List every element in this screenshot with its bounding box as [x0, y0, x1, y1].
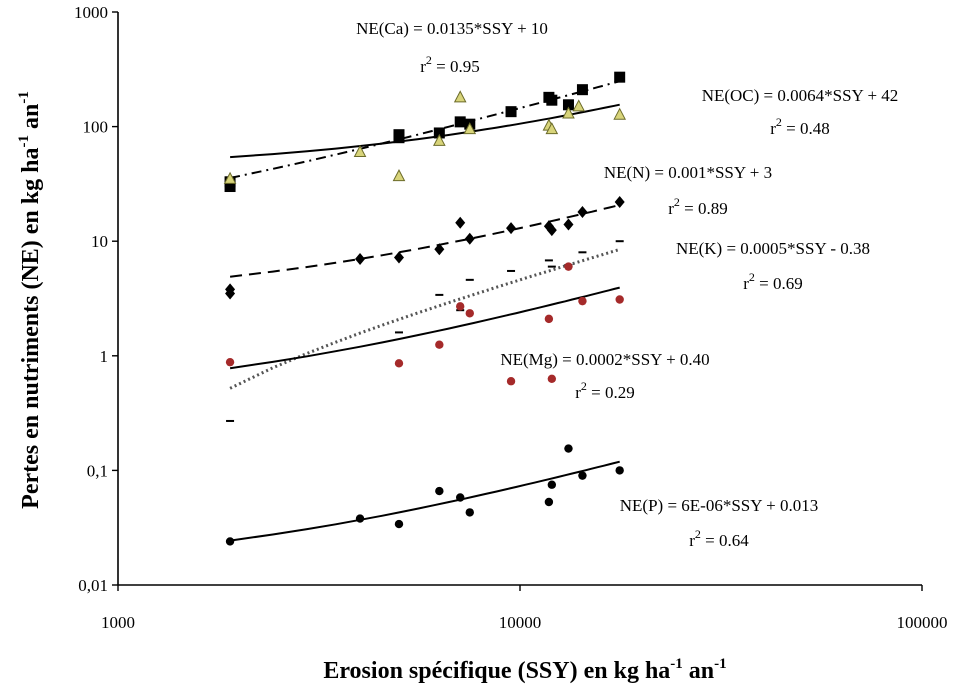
data-point [433, 133, 446, 146]
data-point [547, 265, 556, 268]
data-point [547, 374, 557, 383]
r2-label: r2 = 0.89 [668, 195, 728, 218]
r2-label: r2 = 0.95 [420, 53, 480, 76]
trendline-1 [230, 103, 620, 159]
data-point [562, 106, 575, 119]
data-point [614, 195, 625, 208]
equation-label: NE(Mg) = 0.0002*SSY + 0.40 [500, 350, 709, 369]
data-point [456, 302, 465, 311]
equation-label: NE(N) = 0.001*SSY + 3 [604, 163, 772, 182]
data-point [433, 127, 445, 139]
data-point [454, 116, 466, 128]
data-point [507, 269, 516, 272]
r2-label: r2 = 0.29 [575, 379, 635, 402]
data-point [465, 278, 474, 281]
data-point [355, 252, 366, 265]
equation-label: NE(K) = 0.0005*SSY - 0.38 [676, 239, 870, 258]
data-point [506, 222, 517, 235]
data-point [225, 357, 235, 367]
y-tick-label: 1 [100, 347, 109, 366]
data-point [563, 218, 574, 231]
data-point [564, 262, 573, 271]
data-point [392, 169, 406, 182]
r2-label: r2 = 0.64 [689, 527, 749, 550]
data-point [546, 224, 557, 237]
equation-label: NE(P) = 6E-06*SSY + 0.013 [620, 496, 818, 515]
data-point [564, 444, 573, 453]
data-point [465, 508, 474, 517]
data-point [435, 486, 444, 496]
data-point [505, 106, 517, 118]
data-point [226, 419, 235, 422]
data-point [394, 331, 403, 334]
equation-label: NE(OC) = 0.0064*SSY + 42 [702, 86, 899, 105]
data-point [545, 122, 559, 135]
data-point [577, 205, 588, 218]
x-tick-label: 10000 [499, 613, 542, 632]
data-point [544, 497, 554, 507]
data-point [614, 71, 626, 83]
x-tick-label: 1000 [101, 613, 135, 632]
trendline-layer [229, 80, 621, 542]
y-tick-label: 10 [91, 232, 108, 251]
trendline-5 [229, 460, 620, 542]
data-point [578, 296, 587, 306]
data-point [435, 340, 444, 349]
data-point [506, 377, 516, 386]
points-layer [223, 71, 627, 546]
data-point [393, 132, 405, 144]
data-point [578, 471, 587, 480]
data-point [547, 480, 557, 489]
y-axis-title: Pertes en nutriments (NE) en kg ha-1 an-… [16, 91, 44, 509]
data-point [465, 309, 474, 318]
y-tick-label: 0,1 [87, 461, 108, 480]
ticks-layer: 1000 10000 100000 0,01 0,1 1 10 100 1000 [74, 3, 948, 632]
data-point [456, 493, 465, 502]
y-tick-label: 100 [83, 118, 109, 137]
trendline-4 [229, 286, 620, 370]
data-point [353, 144, 367, 158]
data-point [453, 90, 467, 103]
r2-label: r2 = 0.48 [770, 115, 830, 138]
data-point [464, 232, 475, 245]
data-point [393, 251, 404, 264]
data-point [223, 171, 237, 184]
data-point [562, 99, 574, 111]
trendline-0 [229, 80, 620, 179]
data-point [455, 216, 466, 229]
data-point [615, 466, 624, 475]
x-tick-label: 100000 [897, 613, 948, 632]
data-point [613, 107, 627, 120]
data-point [615, 240, 624, 243]
data-point [546, 94, 558, 106]
data-point [544, 259, 553, 262]
data-point [544, 314, 554, 324]
equation-label: NE(Ca) = 0.0135*SSY + 10 [356, 19, 548, 38]
data-point [394, 519, 404, 529]
data-point [463, 122, 477, 135]
data-point [578, 251, 587, 254]
data-point [576, 84, 588, 96]
trendline-2 [229, 204, 620, 278]
data-point [225, 537, 235, 546]
x-axis-title: Erosion spécifique (SSY) en kg ha-1 an-1 [323, 656, 726, 684]
equation-label-layer: NE(Ca) = 0.0135*SSY + 10 r2 = 0.95 NE(OC) … [356, 19, 898, 550]
r2-label: r2 = 0.69 [743, 270, 803, 293]
y-tick-label: 1000 [74, 3, 108, 22]
data-point [434, 243, 445, 256]
data-point [572, 99, 586, 112]
data-point [225, 283, 236, 296]
trendline-3 [229, 248, 621, 390]
data-point [394, 359, 404, 368]
y-tick-label: 0,01 [78, 576, 108, 595]
data-point [615, 295, 624, 304]
data-point [355, 514, 365, 523]
data-point [435, 293, 444, 296]
